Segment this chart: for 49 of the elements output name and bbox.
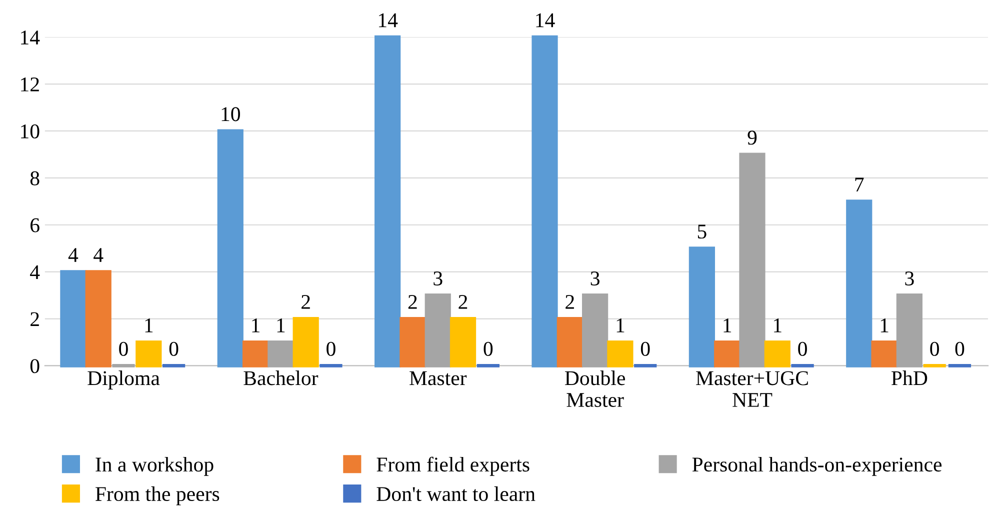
x-tick-label: Double Master (564, 370, 625, 408)
data-label: 1 (145, 318, 153, 332)
data-label: 3 (590, 272, 600, 286)
data-label: 14 (536, 13, 555, 28)
y-tick-label: 8 (30, 171, 40, 186)
data-label: 5 (698, 224, 706, 239)
data-label: 0 (798, 342, 807, 356)
data-label: 0 (169, 342, 178, 356)
x-tick-label: Master+UGC NET (696, 371, 808, 407)
legend-label: In a workshop (96, 456, 214, 476)
legend-label: Personal hands-on-experience (692, 456, 942, 476)
data-label: 1 (774, 318, 782, 332)
data-label: 0 (955, 342, 964, 356)
data-label: 1 (724, 318, 732, 332)
data-label: 0 (119, 342, 128, 356)
data-label: 7 (855, 178, 864, 192)
y-tick-label: 12 (21, 77, 39, 92)
y-tick-label: 2 (30, 312, 39, 326)
data-label: 1 (880, 318, 888, 332)
data-label: 0 (640, 342, 650, 356)
y-tick-label: 0 (30, 359, 40, 374)
data-label: 3 (434, 272, 442, 286)
y-tick-label: 14 (21, 30, 40, 44)
data-label: 0 (930, 342, 939, 356)
data-label: 9 (748, 130, 757, 145)
y-tick-label: 10 (21, 124, 40, 138)
data-label: 2 (458, 294, 468, 309)
data-label: 1 (616, 318, 624, 332)
legend-label: From field experts (376, 456, 530, 476)
x-tick-label: Diploma (88, 370, 160, 390)
y-tick-label: 6 (30, 218, 40, 232)
data-label: 2 (408, 294, 417, 309)
data-label: 0 (326, 342, 336, 356)
x-tick-label: Master (410, 371, 467, 386)
data-label: 10 (222, 107, 240, 122)
data-label: 2 (302, 294, 310, 309)
data-label: 0 (484, 342, 493, 356)
data-label: 4 (68, 248, 78, 262)
data-label: 14 (378, 13, 398, 28)
data-label: 2 (566, 294, 574, 309)
y-tick-label: 4 (30, 265, 40, 280)
data-label: 1 (252, 318, 260, 332)
legend-label: From the peers (96, 486, 220, 506)
data-label: 4 (94, 248, 104, 262)
legend-label: Don't want to learn (376, 486, 536, 502)
data-label: 3 (905, 272, 914, 286)
x-tick-label: PhD (892, 370, 928, 386)
data-label: 1 (277, 318, 285, 332)
x-tick-label: Bachelor (244, 370, 318, 386)
